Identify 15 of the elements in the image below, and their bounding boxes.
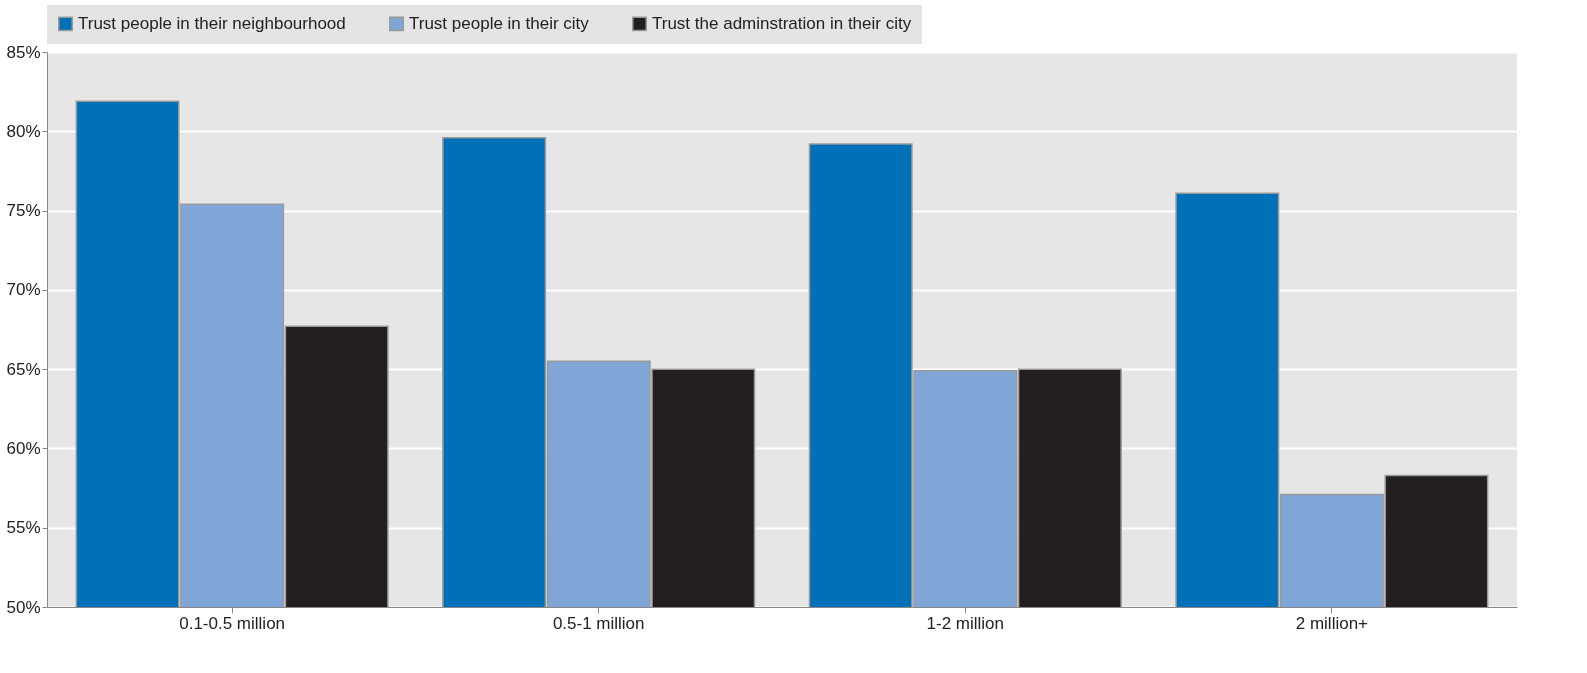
legend-label: Trust people in their city [409, 13, 590, 33]
legend-label: Trust the adminstration in their city [652, 13, 912, 33]
y-tick-label: 85% [6, 42, 41, 62]
y-tick-label: 50% [6, 597, 41, 617]
x-tick-label: 0.1-0.5 million [179, 613, 286, 633]
y-tick-label: 60% [6, 438, 41, 458]
legend-label: Trust people in their neighbourhood [78, 13, 346, 33]
y-tick-label: 75% [6, 201, 41, 221]
x-tick-label: 0.5-1 million [552, 613, 645, 633]
y-tick-label: 55% [6, 518, 41, 538]
y-tick-label: 65% [6, 359, 41, 379]
y-tick-label: 80% [6, 121, 41, 141]
x-tick-label: 1-2 million [926, 613, 1005, 633]
y-tick-label: 70% [6, 280, 41, 300]
x-tick-label: 2 million+ [1295, 613, 1369, 633]
